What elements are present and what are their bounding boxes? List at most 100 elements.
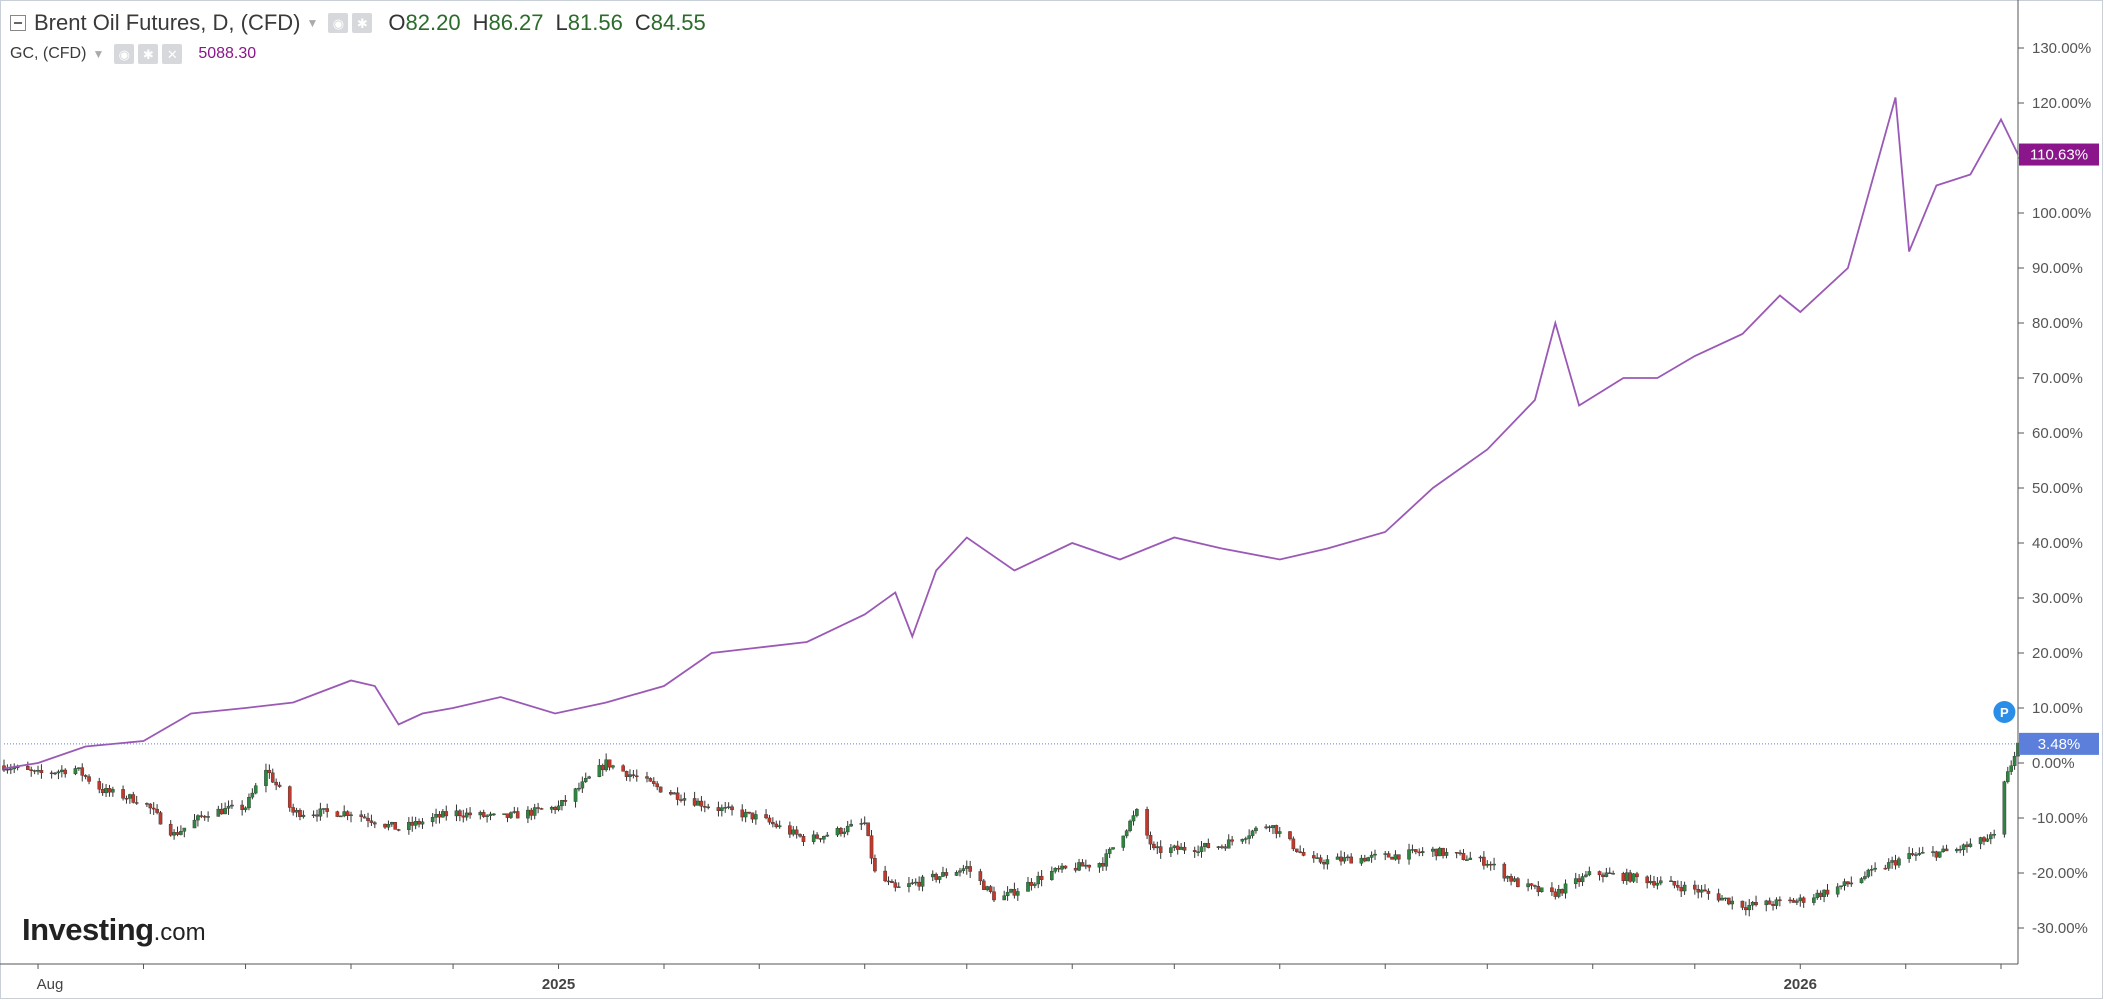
candle-body: [104, 788, 108, 794]
candle-body: [835, 828, 840, 836]
high-label: H: [472, 10, 489, 35]
candle-body: [1533, 885, 1537, 887]
candle-body: [335, 811, 340, 817]
eye-icon[interactable]: ◉: [328, 13, 349, 33]
y-tick-label: 50.00%: [2032, 480, 2083, 497]
candle-body: [1750, 902, 1755, 906]
candle-body: [886, 880, 891, 883]
candle-body: [1859, 878, 1864, 884]
candle-body: [369, 820, 374, 823]
candle-body: [2002, 781, 2007, 835]
candle-body: [910, 882, 915, 884]
axis-labels: 130.00%120.00%110.00%100.00%90.00%80.00%…: [37, 40, 2099, 993]
candle-body: [1077, 862, 1081, 871]
candle-body: [1883, 867, 1888, 870]
chevron-down-icon[interactable]: ▼: [306, 16, 319, 30]
close-icon[interactable]: ✕: [162, 44, 183, 64]
candle-body: [1607, 872, 1612, 874]
candle-body: [1934, 851, 1939, 858]
candle-body: [321, 808, 326, 810]
candle-body: [1764, 900, 1769, 906]
candle-body: [1240, 839, 1245, 842]
candle-body: [488, 813, 493, 816]
candle-body: [26, 766, 30, 770]
collapse-legend-icon[interactable]: [10, 15, 26, 31]
candle-body: [83, 775, 88, 777]
candle-body: [1192, 850, 1197, 853]
y-tick-label: 0.00%: [2032, 755, 2075, 772]
candle-body: [73, 768, 78, 775]
candle-body: [1454, 852, 1459, 854]
gear-icon[interactable]: ✱: [138, 44, 159, 64]
candle-body: [1988, 834, 1993, 840]
candle-body: [961, 868, 966, 871]
candle-body: [1366, 857, 1371, 862]
candle-body: [396, 829, 401, 831]
eye-icon[interactable]: ◉: [114, 44, 135, 64]
candle-body: [777, 825, 782, 828]
candle-body: [1580, 876, 1585, 883]
candle-body: [1556, 888, 1561, 897]
candle-body: [1148, 834, 1153, 845]
candle-body: [1505, 876, 1510, 879]
gc-series-line: [3, 97, 2019, 770]
candle-body: [206, 816, 210, 818]
candle-body: [1250, 830, 1255, 836]
chevron-down-icon[interactable]: ▼: [92, 47, 105, 61]
candle-body: [155, 808, 159, 813]
candle-body: [182, 827, 187, 832]
candle-body: [556, 805, 561, 811]
candle-body: [607, 759, 612, 768]
candle-body: [199, 815, 204, 817]
candle-body: [148, 803, 153, 809]
candle-body: [1907, 853, 1911, 859]
candle-body: [247, 796, 251, 809]
candle-body: [917, 881, 921, 887]
candle-body: [1914, 854, 1918, 856]
candle-body: [390, 822, 394, 825]
candle-body: [1744, 907, 1748, 911]
candle-body: [1539, 887, 1544, 893]
candle-body: [553, 807, 557, 811]
high-value: 86.27: [488, 10, 544, 35]
candle-body: [634, 775, 639, 778]
compare-series-title[interactable]: GC, (CFD): [10, 45, 87, 62]
candle-body: [373, 822, 377, 825]
candle-body: [1788, 899, 1792, 902]
main-series-title[interactable]: Brent Oil Futures, D, (CFD): [34, 10, 301, 35]
candle-body: [29, 769, 34, 771]
candle-body: [270, 772, 275, 783]
brand-suffix: .com: [153, 919, 206, 946]
candle-body: [907, 883, 911, 887]
candle-body: [1335, 856, 1340, 860]
candle-body: [342, 811, 347, 817]
candle-body: [1111, 847, 1115, 850]
candle-body: [1679, 887, 1683, 892]
candle-body: [1682, 884, 1687, 892]
candle-body: [1410, 849, 1415, 851]
candle-body: [651, 781, 656, 784]
candle-body: [1414, 849, 1418, 853]
candle-body: [393, 822, 398, 830]
gc-line: P: [3, 97, 2019, 770]
candle-body: [1383, 853, 1388, 855]
candle-body: [32, 770, 37, 772]
candle-body: [1910, 853, 1915, 856]
compare-series-legend: GC, (CFD) ▼ ◉ ✱ ✕ 5088.30: [10, 44, 256, 64]
candle-body: [1669, 880, 1673, 882]
candle-body: [63, 769, 68, 775]
candle-body: [1322, 862, 1326, 865]
candle-body: [1818, 892, 1823, 897]
candle-body: [1288, 831, 1292, 840]
candle-body: [1920, 852, 1925, 854]
candle-body: [1740, 900, 1745, 908]
candle-body: [1795, 900, 1799, 903]
candle-body: [1621, 873, 1626, 881]
candle-body: [1601, 874, 1605, 877]
candle-body: [1216, 846, 1221, 849]
candle-body: [1791, 899, 1796, 903]
gear-icon[interactable]: ✱: [352, 13, 373, 33]
candle-body: [1063, 865, 1068, 869]
x-tick-label: Aug: [37, 976, 64, 993]
